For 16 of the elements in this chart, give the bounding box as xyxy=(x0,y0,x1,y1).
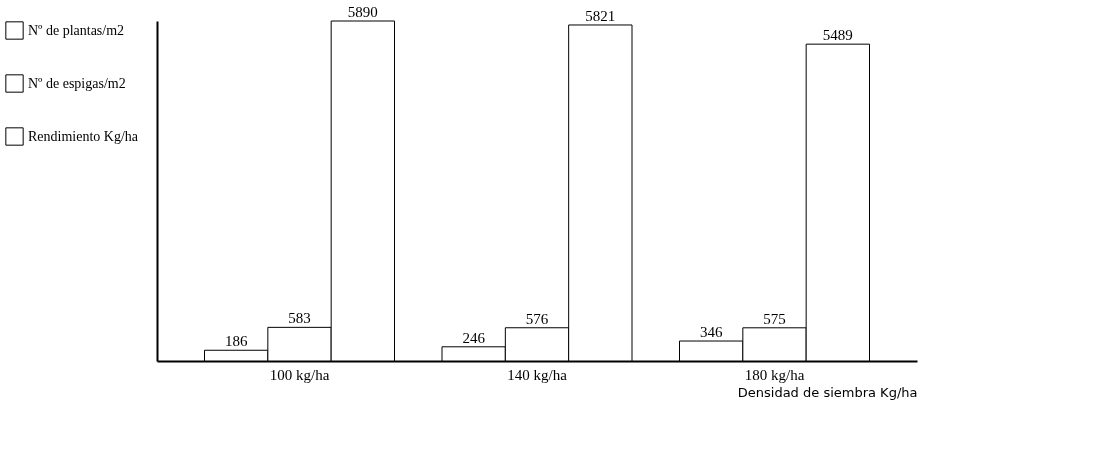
data-label: 346 xyxy=(699,324,723,341)
data-label: 246 xyxy=(462,329,486,346)
data-label: 186 xyxy=(224,333,248,350)
legend-label: Nº de espigas/m2 xyxy=(28,75,126,91)
x-tick-label: 180 kg/ha xyxy=(744,366,805,383)
data-label: 583 xyxy=(288,310,311,327)
legend-label: Rendimiento Kg/ha xyxy=(28,128,139,144)
legend-label: Nº de plantas/m2 xyxy=(28,22,125,38)
data-label: 5821 xyxy=(585,7,616,24)
x-axis-title: Densidad de siembra Kg/ha xyxy=(737,384,918,400)
data-label: 5489 xyxy=(822,27,853,44)
data-label: 5890 xyxy=(347,4,378,20)
data-label: 576 xyxy=(525,310,549,327)
x-tick-label: 100 kg/ha xyxy=(269,366,330,383)
x-tick-label: 140 kg/ha xyxy=(507,366,568,383)
data-label: 575 xyxy=(763,310,786,327)
